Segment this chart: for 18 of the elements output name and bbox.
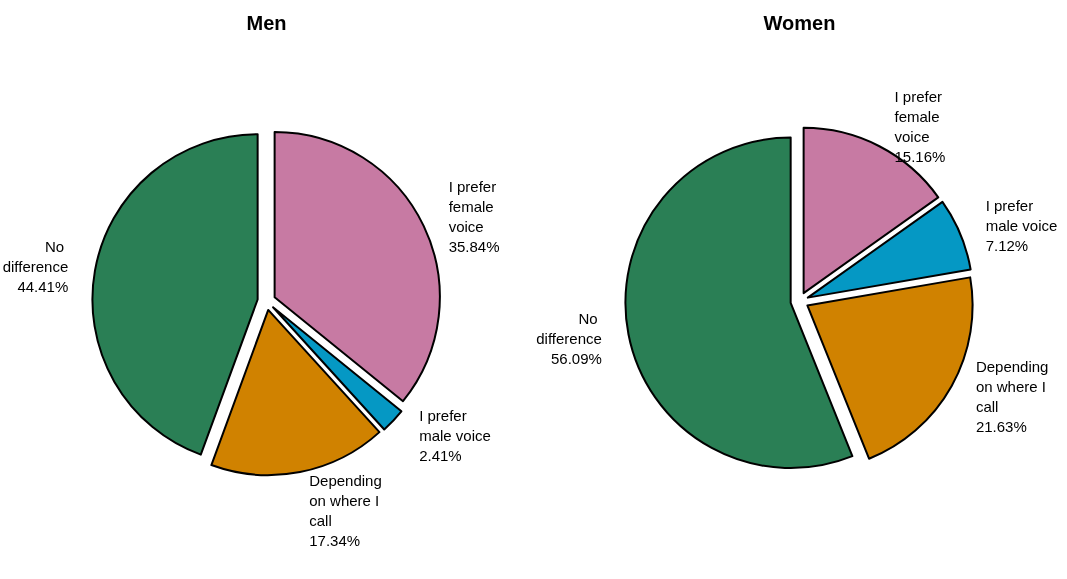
slice-label: Depending on where I call xyxy=(309,471,386,529)
data-label: 2.41% xyxy=(419,447,462,465)
slice-label: I prefer male voice xyxy=(419,407,491,445)
slice-label: No difference xyxy=(536,309,602,347)
data-label: 35.84% xyxy=(448,238,500,256)
data-label: 7.12% xyxy=(985,237,1029,255)
slice-label: No difference xyxy=(2,238,69,276)
slice-label: Depending on where I call xyxy=(975,358,1053,416)
data-label: 21.63% xyxy=(975,418,1027,436)
slice-label: I prefer male voice xyxy=(985,197,1058,235)
chart-title: Men xyxy=(246,12,287,34)
slice-label: I prefer female voice xyxy=(448,178,501,236)
chart-title: Women xyxy=(763,12,836,34)
slice-label: I prefer female voice xyxy=(894,88,947,146)
data-label: 56.09% xyxy=(550,349,602,367)
data-label: 17.34% xyxy=(309,531,361,549)
data-label: 15.16% xyxy=(894,148,946,166)
data-label: 44.41% xyxy=(17,278,69,296)
